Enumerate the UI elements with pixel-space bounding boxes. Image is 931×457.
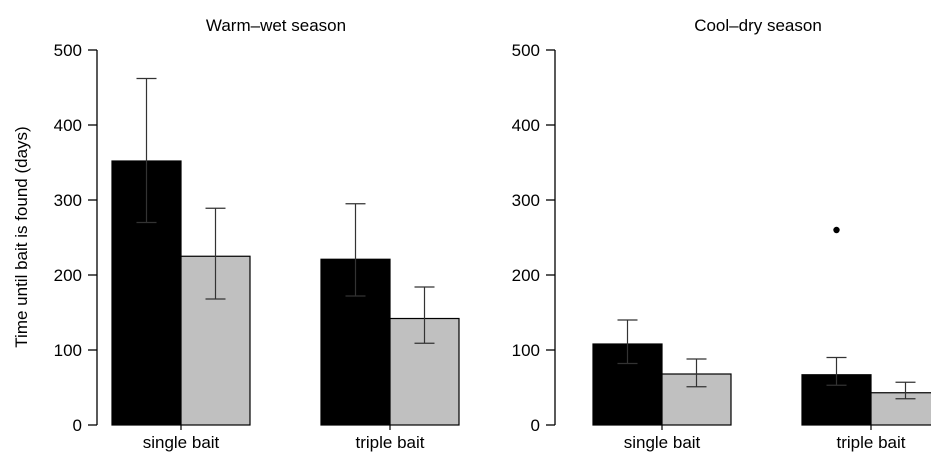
category-label: triple bait	[837, 433, 906, 452]
y-tick-label: 200	[512, 266, 540, 285]
category-label: triple bait	[356, 433, 425, 452]
y-tick-label: 400	[54, 116, 82, 135]
y-tick-label: 500	[512, 41, 540, 60]
panel-title: Warm–wet season	[206, 16, 346, 35]
y-tick-label: 300	[54, 191, 82, 210]
y-tick-label: 200	[54, 266, 82, 285]
y-tick-label: 100	[54, 341, 82, 360]
category-label: single bait	[143, 433, 220, 452]
y-tick-label: 100	[512, 341, 540, 360]
panel-title: Cool–dry season	[694, 16, 822, 35]
y-tick-label: 400	[512, 116, 540, 135]
y-tick-label: 0	[531, 416, 540, 435]
y-tick-label: 300	[512, 191, 540, 210]
outlier-point	[833, 226, 840, 234]
y-axis-title: Time until bait is found (days)	[12, 126, 31, 347]
y-tick-label: 500	[54, 41, 82, 60]
bar	[870, 392, 931, 426]
category-label: single bait	[624, 433, 701, 452]
y-tick-label: 0	[73, 416, 82, 435]
